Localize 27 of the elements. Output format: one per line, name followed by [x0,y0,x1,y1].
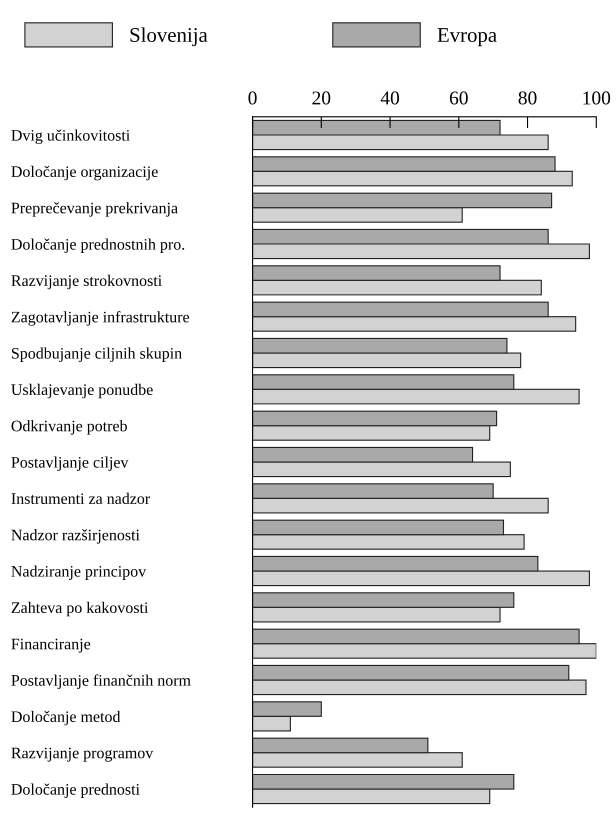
y-tick-label: Postavljanje finančnih norm [11,674,191,690]
y-tick-label: Določanje metod [11,710,120,726]
x-tick-label: 40 [380,91,400,105]
y-tick-label: Usklajevanje ponudbe [11,384,153,398]
x-tick-label: 0 [248,91,257,105]
y-tick-label: Dvig učinkovitosti [11,129,130,144]
y-tick-label: Razvijanje strokovnosti [11,274,162,290]
y-tick-label: Financiranje [11,638,90,653]
x-tick-label: 100 [583,91,610,105]
y-tick-label: Postavljanje ciljev [11,456,128,471]
y-tick-label: Spodbujanje ciljnih skupin [12,347,182,362]
x-tick-label: 80 [518,91,537,105]
y-tick-label: Odkrivanje potreb [12,420,127,435]
y-tick-label: Razvijanje programov [11,748,154,762]
y-tick-label: Zagotavljanje infrastrukture [12,311,190,326]
x-tick-label: 20 [312,91,330,105]
y-tick-label: Preprečevanje prekrivanja [11,202,178,217]
legend-label: Slovenija [130,27,208,46]
legend-label: Evropa [438,28,497,46]
y-tick-label: Zahteva po kakovosti [12,602,148,616]
y-tick-label: Določanje prednosti [11,783,140,798]
y-tick-label: Določanje organizacije [11,166,158,180]
y-tick-label: Nadzor razširjenosti [11,529,140,544]
y-tick-label: Instrumenti za nadzor [11,492,150,504]
y-tick-label: Določanje prednostnih pro. [11,238,184,253]
x-tick-label: 60 [450,91,468,105]
y-tick-label: Nadziranje principov [11,565,146,580]
